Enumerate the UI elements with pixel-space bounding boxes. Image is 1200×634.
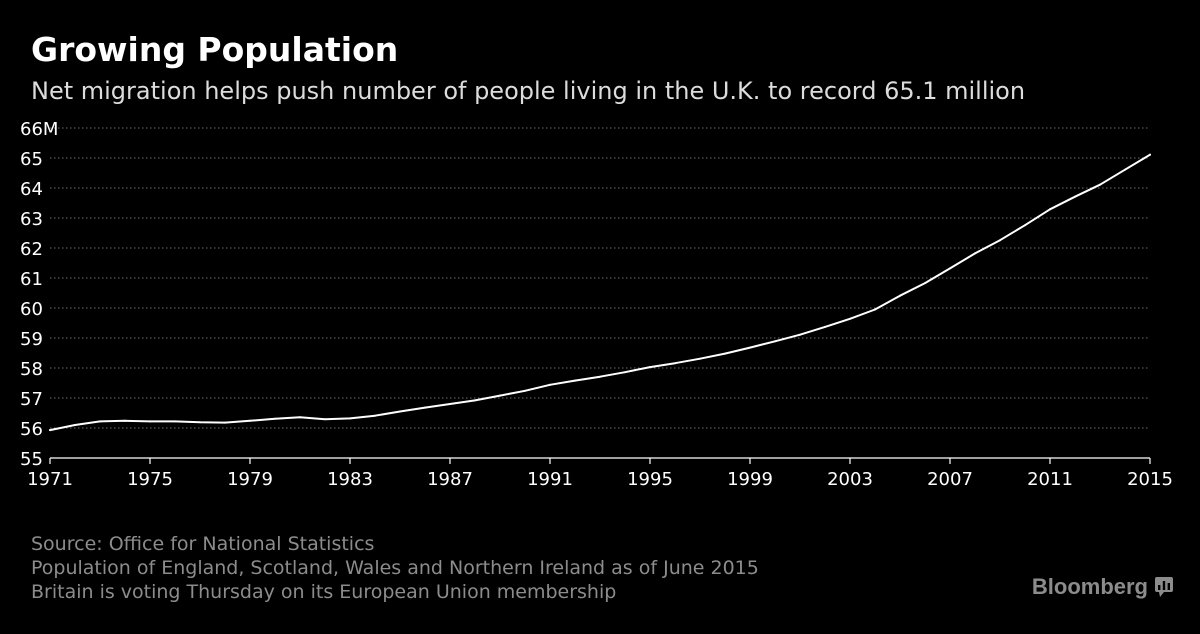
- x-tick-label-1979: 1979: [227, 469, 273, 490]
- data-point-1980: [274, 417, 276, 420]
- data-point-1985: [399, 410, 401, 413]
- data-point-1993: [599, 375, 601, 378]
- data-point-1975: [149, 420, 151, 423]
- bloomberg-logo-text: Bloomberg: [1031, 574, 1148, 599]
- data-point-2012: [1074, 195, 1076, 198]
- x-tick-label-1999: 1999: [727, 469, 773, 490]
- y-tick-label-56: 56: [20, 419, 43, 440]
- data-point-1974: [124, 419, 126, 422]
- data-point-1983: [349, 417, 351, 420]
- brand: Bloomberg: [1032, 573, 1174, 601]
- data-point-2010: [1024, 224, 1026, 227]
- data-point-2007: [949, 267, 951, 270]
- y-tick-label-58: 58: [20, 359, 43, 380]
- data-point-1997: [699, 357, 701, 360]
- x-tick-label-1983: 1983: [327, 469, 373, 490]
- gridlines: [50, 127, 1150, 429]
- footnote-vote: Britain is voting Thursday on its Europe…: [31, 581, 617, 603]
- data-point-1992: [574, 379, 576, 382]
- y-tick-label-63: 63: [20, 209, 43, 230]
- data-point-1999: [749, 346, 751, 349]
- x-tick-label-2015: 2015: [1127, 469, 1173, 490]
- data-point-1994: [624, 371, 626, 374]
- data-point-2003: [849, 317, 851, 320]
- y-tick-label-62: 62: [20, 239, 43, 260]
- data-point-1977: [199, 421, 201, 424]
- y-tick-label-66: 66M: [20, 119, 58, 140]
- data-point-2013: [1099, 183, 1101, 186]
- x-tick-label-1991: 1991: [527, 469, 573, 490]
- data-point-1982: [324, 418, 326, 421]
- x-tick-label-2011: 2011: [1027, 469, 1073, 490]
- data-point-2014: [1124, 168, 1126, 171]
- data-point-1996: [674, 362, 676, 365]
- data-point-1976: [174, 420, 176, 423]
- data-point-2009: [999, 239, 1001, 242]
- data-point-2008: [974, 252, 976, 255]
- data-point-1986: [424, 406, 426, 409]
- x-tick-label-1975: 1975: [127, 469, 173, 490]
- data-point-1978: [224, 421, 226, 424]
- data-point-1979: [249, 419, 251, 422]
- x-tick-label-1971: 1971: [27, 469, 73, 490]
- series-layer: [49, 153, 1151, 432]
- bloomberg-mark-icon: [1155, 577, 1173, 597]
- footnote-population: Population of England, Scotland, Wales a…: [31, 557, 759, 579]
- data-point-1987: [449, 403, 451, 405]
- y-axis-tick-labels: 55 56 57 58 59 60 61 62 63 64 65 66M: [20, 119, 58, 470]
- x-tick-label-1987: 1987: [427, 469, 473, 490]
- y-tick-label-55: 55: [20, 449, 43, 470]
- y-tick-label-59: 59: [20, 329, 43, 350]
- x-tick-label-1995: 1995: [627, 469, 673, 490]
- y-tick-label-64: 64: [20, 179, 43, 200]
- y-tick-label-65: 65: [20, 149, 43, 170]
- data-point-2015: [1149, 153, 1151, 156]
- x-tick-label-2003: 2003: [827, 469, 873, 490]
- chart-title: Growing Population: [31, 30, 399, 69]
- data-point-2000: [774, 340, 776, 343]
- y-tick-label-57: 57: [20, 389, 43, 410]
- data-point-1991: [549, 383, 551, 386]
- data-point-1988: [474, 399, 476, 402]
- data-point-2004: [874, 308, 876, 311]
- chart-subtitle: Net migration helps push number of peopl…: [31, 77, 1026, 105]
- data-point-1989: [499, 394, 501, 397]
- data-point-1990: [524, 389, 526, 392]
- data-point-1995: [649, 366, 651, 369]
- data-point-2006: [924, 282, 926, 285]
- data-point-1984: [374, 414, 376, 417]
- series-line-0: [49, 153, 1151, 432]
- y-tick-label-61: 61: [20, 269, 43, 290]
- data-point-2011: [1049, 208, 1051, 211]
- data-point-2001: [799, 333, 801, 336]
- data-point-2002: [824, 325, 826, 328]
- data-point-1981: [299, 416, 301, 419]
- x-axis: 1971 1975 1979 1983 1987 1991 1995 1999 2003 2007…: [27, 457, 1173, 490]
- data-point-2005: [899, 294, 901, 297]
- data-point-1973: [99, 420, 101, 423]
- source-note: Source: Office for National Statistics: [31, 533, 375, 555]
- data-point-1972: [74, 424, 76, 426]
- data-point-1971: [49, 429, 51, 432]
- footnotes: Source: Office for National Statistics P…: [31, 532, 759, 604]
- data-point-1998: [724, 352, 726, 355]
- x-tick-label-2007: 2007: [927, 469, 973, 490]
- y-tick-label-60: 60: [20, 299, 43, 320]
